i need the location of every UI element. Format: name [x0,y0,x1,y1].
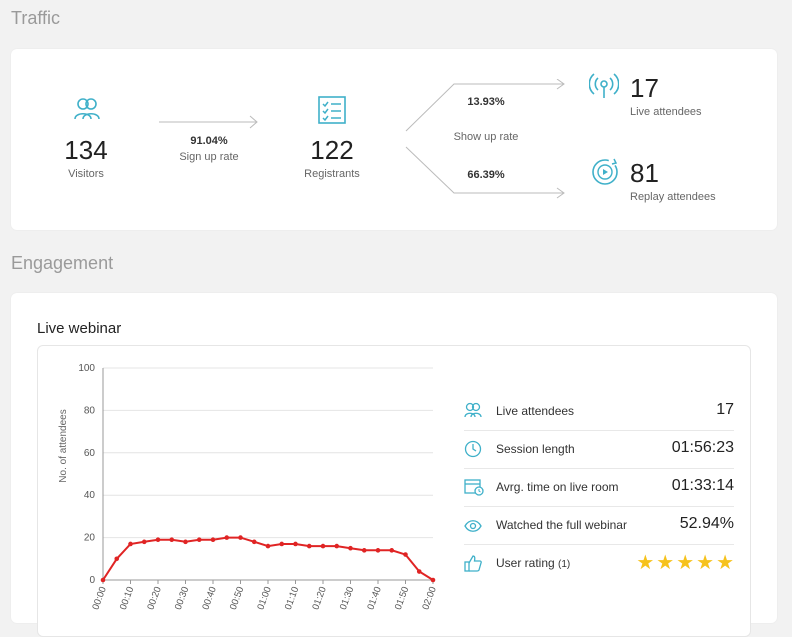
stat-label: Avrg. time on live room [496,480,619,494]
x-tick-label: 00:00 [90,585,108,611]
data-point [334,543,340,549]
y-tick-label: 80 [84,405,96,416]
data-point [196,537,202,543]
stat-label: User rating (1) [496,556,570,570]
data-point [100,577,106,583]
signup-rate-label: Sign up rate [179,151,239,163]
broadcast-icon [589,73,619,98]
live-rate: 13.93% [467,96,505,108]
data-point [403,552,408,557]
x-tick-label: 01:50 [393,585,411,611]
showup-rate-label: Show up rate [453,131,519,143]
stat-watched-full: Watched the full webinar 52.94% [464,507,734,545]
data-point [141,539,147,545]
live-webinar-title: Live webinar [37,320,122,337]
stat-label: Live attendees [496,404,575,418]
y-tick-label: 20 [84,533,96,544]
y-tick-label: 40 [84,490,96,501]
signup-arrow [159,115,258,129]
data-point [416,569,422,574]
star-icon: ★ [716,552,734,574]
traffic-card: 134 Visitors 91.04% Sign up rate 122 Reg… [11,49,777,230]
engagement-heading: Engagement [11,253,114,273]
x-tick-label: 01:10 [283,585,301,611]
stat-session-length: Session length 01:56:23 [464,431,734,469]
visitors-label: Visitors [68,168,104,180]
traffic-heading: Traffic [11,8,61,28]
x-tick-label: 00:30 [173,585,191,611]
live-attendees-count: 17 [630,73,659,103]
data-point [293,541,298,547]
data-point [114,556,120,562]
data-point [348,545,353,551]
registrants-label: Registrants [304,168,360,180]
x-tick-label: 01:40 [365,585,383,611]
signup-rate: 91.04% [190,135,228,147]
eye-icon [464,520,482,532]
replay-attendees-count: 81 [630,158,659,188]
x-tick-label: 00:10 [118,585,136,611]
replay-attendees-label: Replay attendees [630,191,716,203]
data-point [320,543,326,549]
rating-stars: ★ ★ ★ ★ ★ [634,550,734,575]
x-tick-label: 00:40 [200,585,218,611]
x-tick-label: 01:00 [255,585,273,611]
visitors-count: 134 [64,135,108,165]
thumbs-up-icon [464,555,482,572]
data-point [251,539,257,545]
star-icon: ★ [676,552,695,574]
engagement-card: Live webinar 0 20 40 60 80 100 00:00 00:10 00:2… [11,293,777,637]
user-rating-label: User rating [496,556,555,570]
x-tick-label: 00:20 [145,585,163,611]
x-tick-label: 01:30 [338,585,356,611]
users-icon [74,98,100,120]
live-webinar-panel: 0 20 40 60 80 100 00:00 00:10 00:20 00:30 00:40 00… [37,345,751,637]
user-rating-count: (1) [558,559,571,570]
y-axis-label: No. of attendees [58,409,69,482]
stat-label: Watched the full webinar [496,518,627,532]
data-point [128,541,133,547]
clock-icon [464,440,482,458]
x-tick-label: 02:00 [420,585,438,611]
replay-icon [592,158,618,185]
data-point [375,548,381,553]
data-point [306,543,312,549]
star-icon: ★ [636,552,655,574]
calendar-clock-icon [464,479,484,496]
data-point [169,537,175,543]
y-tick-label: 60 [84,448,96,459]
stat-label: Session length [496,442,575,456]
registrants-count: 122 [310,135,354,165]
showup-branch-arrows [405,79,565,199]
star-icon: ★ [656,552,675,574]
data-point [361,548,367,553]
data-point [389,548,395,553]
stat-avg-time: Avrg. time on live room 01:33:14 [464,469,734,507]
data-point [238,535,243,540]
replay-rate: 66.39% [467,169,505,181]
users-icon [464,402,482,418]
stat-value: 17 [716,401,734,418]
x-tick-label: 01:20 [310,585,328,611]
data-point [183,539,188,545]
y-tick-label: 100 [78,363,95,374]
x-tick-label: 00:50 [228,585,246,611]
data-point [210,537,216,543]
stat-value: 01:56:23 [671,439,734,456]
data-point [224,535,230,540]
stat-value: 01:33:14 [671,477,734,494]
data-point [265,543,271,549]
stat-user-rating: User rating (1) ★ ★ ★ ★ ★ [464,545,734,582]
data-point [430,577,436,583]
attendees-line-chart: 0 20 40 60 80 100 00:00 00:10 00:20 00:30 00:40 00… [58,363,439,611]
y-tick-label: 0 [89,575,95,586]
live-attendees-label: Live attendees [630,106,702,118]
data-point [155,537,161,543]
stat-value: 52.94% [679,515,734,532]
checklist-icon [318,96,346,124]
stat-live-attendees: Live attendees 17 [464,393,734,431]
data-point [279,541,285,547]
star-icon: ★ [696,552,715,574]
